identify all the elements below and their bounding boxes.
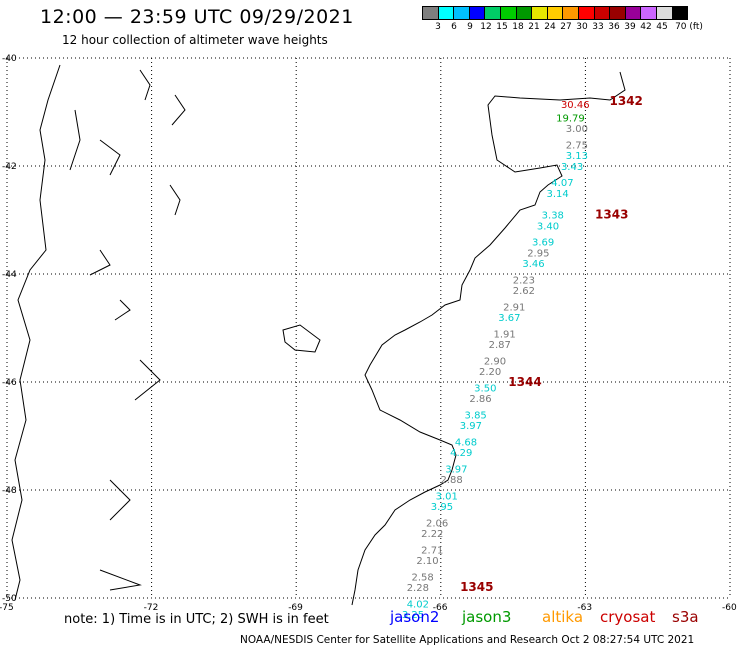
wave-height-value: 2.87: [489, 340, 511, 351]
wave-height-value: 3.13: [566, 151, 588, 162]
wave-height-value: 3.46: [522, 259, 544, 270]
wave-height-value: 19.79: [556, 113, 585, 124]
scale-tick-label: 45: [656, 22, 668, 32]
wave-height-value: 2.86: [469, 394, 491, 405]
latitude-label: -44: [2, 270, 17, 280]
scale-tick-label: 15: [496, 22, 508, 32]
scale-tick-label: 42: [640, 22, 652, 32]
wave-height-value: 2.88: [440, 475, 462, 486]
coastline: [11, 64, 626, 606]
wave-height-value: 3.85: [465, 410, 487, 421]
map-subtitle: 12 hour collection of altimeter wave hei…: [62, 33, 328, 47]
wave-height-value: 2.58: [412, 572, 434, 583]
satellite-legend-item: jason2: [390, 608, 440, 626]
wave-height-value: 1.91: [493, 329, 515, 340]
satellite-legend-item: cryosat: [600, 608, 656, 626]
wave-height-value: 4.29: [450, 448, 472, 459]
wave-height-value: 4.02: [407, 599, 429, 610]
latitude-labels: -40 -42 -44 -46 -48 -50: [2, 54, 17, 604]
wave-height-value: 2.23: [513, 275, 535, 286]
wave-height-value: 2.22: [421, 529, 443, 540]
longitude-label: -75: [0, 603, 14, 613]
wave-height-value: 3.69: [532, 238, 554, 249]
scale-swatch: [671, 6, 689, 20]
wave-height-value: 3.97: [460, 421, 482, 432]
track-label: 1342: [610, 94, 643, 108]
color-scale-swatches: [422, 6, 708, 20]
longitude-labels: -75 -72 -69 -66 -63 -60: [0, 603, 737, 613]
scale-tick-label: 3: [435, 22, 441, 32]
track-label: 1344: [508, 375, 541, 389]
graticule: [6, 57, 731, 599]
wave-height-value: 2.20: [479, 367, 501, 378]
scale-tick-label: 36: [608, 22, 620, 32]
scale-tick-label: 30: [576, 22, 588, 32]
wave-height-value: 3.00: [566, 124, 588, 135]
chile-coast: [11, 64, 61, 601]
track-label: 1345: [460, 580, 493, 594]
satellite-legend-item: jason3: [462, 608, 512, 626]
wave-height-value: 2.90: [484, 356, 506, 367]
argentina-coast: [351, 71, 626, 606]
wave-height-value: 2.71: [421, 545, 443, 556]
scale-tick-label: 33: [592, 22, 604, 32]
island: [282, 324, 321, 353]
scale-tick-label: 70 (ft): [675, 22, 703, 32]
satellite-legend-item: altika: [542, 608, 584, 626]
wave-height-value: 2.62: [513, 286, 535, 297]
longitude-label: -66: [433, 603, 448, 613]
wave-height-value: 3.95: [431, 502, 453, 513]
wave-height-value: 2.91: [503, 302, 525, 313]
scale-tick-label: 12: [480, 22, 492, 32]
color-scale: 3 6 9 12 15 18 21 24 27 30 33 36 39 42 45 70 (ft): [422, 6, 708, 32]
scale-tick-label: 6: [451, 22, 457, 32]
wave-height-value: 3.67: [498, 313, 520, 324]
scale-tick-label: 39: [624, 22, 636, 32]
wave-height-value: 3.40: [537, 221, 559, 232]
wave-height-value: 3.43: [561, 162, 583, 173]
wave-height-value: 2.75: [566, 140, 588, 151]
track-label: 1343: [595, 208, 628, 222]
latitude-label: -46: [2, 378, 17, 388]
wave-height-value: 2.06: [426, 518, 448, 529]
longitude-label: -72: [144, 603, 159, 613]
latitude-label: -48: [2, 486, 17, 496]
wave-height-value: 2.10: [416, 556, 438, 567]
latitude-label: -40: [2, 54, 17, 64]
map-title: 12:00 — 23:59 UTC 09/29/2021: [40, 6, 354, 28]
wave-height-value: 3.14: [546, 189, 568, 200]
wave-height-value: 3.25: [402, 610, 424, 621]
wave-height-value: 30.46: [561, 100, 590, 111]
wave-height-values: 30.4619.793.002.753.133.434.073.143.383.…: [402, 100, 590, 621]
wave-height-value: 4.68: [455, 437, 477, 448]
latitude-label: -50: [2, 594, 17, 604]
wave-height-value: 2.95: [527, 248, 549, 259]
wave-height-value: 3.01: [436, 491, 458, 502]
chile-inland-lakes: [69, 69, 186, 591]
longitude-label: -69: [288, 603, 303, 613]
footer-note: note: 1) Time is in UTC; 2) SWH is in fe…: [64, 612, 329, 627]
wave-height-value: 3.38: [542, 211, 564, 222]
track-labels: 1342 1343 1344 1345: [460, 94, 643, 594]
wave-height-value: 2.28: [407, 583, 429, 594]
latitude-label: -42: [2, 162, 17, 172]
scale-tick-label: 9: [467, 22, 473, 32]
scale-tick-label: 27: [560, 22, 572, 32]
longitude-label: -63: [577, 603, 592, 613]
scale-tick-label: 24: [544, 22, 556, 32]
wave-height-value: 3.50: [474, 383, 496, 394]
scale-tick-label: 21: [528, 22, 540, 32]
footer-credit: NOAA/NESDIS Center for Satellite Applica…: [240, 634, 695, 646]
scale-tick-label: 18: [512, 22, 524, 32]
longitude-label: -60: [722, 603, 737, 613]
wave-height-value: 3.97: [445, 464, 467, 475]
wave-height-value: 4.07: [551, 178, 573, 189]
color-scale-ticks: 3 6 9 12 15 18 21 24 27 30 33 36 39 42 45 70 (ft): [422, 22, 708, 32]
satellite-legend-item: s3a: [672, 608, 699, 626]
